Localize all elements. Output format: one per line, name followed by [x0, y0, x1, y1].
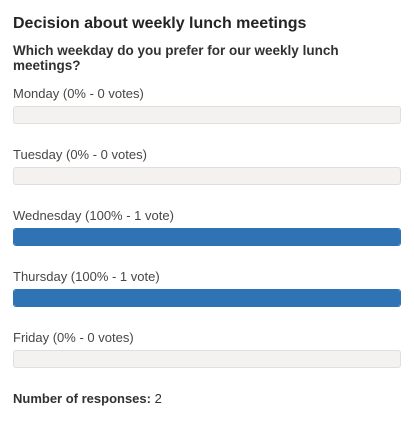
poll-option-label: Monday (0% - 0 votes) — [13, 86, 144, 101]
poll-option-bar-track — [13, 350, 401, 368]
poll-option-bar-fill — [14, 290, 400, 306]
poll-option-bar-fill — [14, 229, 400, 245]
response-count: Number of responses: 2 — [13, 391, 162, 407]
poll-option-bar-track — [13, 289, 401, 307]
poll-option-label: Wednesday (100% - 1 vote) — [13, 208, 174, 223]
poll-option-bar-track — [13, 106, 401, 124]
poll-option-wednesday: Wednesday (100% - 1 vote) — [13, 208, 401, 246]
poll-question: Which weekday do you prefer for our week… — [13, 43, 339, 73]
response-count-value: 2 — [154, 391, 162, 406]
poll-option-bar-track — [13, 228, 401, 246]
poll-option-friday: Friday (0% - 0 votes) — [13, 330, 401, 368]
poll-option-bar-track — [13, 167, 401, 185]
poll-option-label: Tuesday (0% - 0 votes) — [13, 147, 147, 162]
response-count-label: Number of responses: — [13, 391, 151, 406]
poll-option-tuesday: Tuesday (0% - 0 votes) — [13, 147, 401, 185]
poll-option-label: Thursday (100% - 1 vote) — [13, 269, 160, 284]
poll-option-label: Friday (0% - 0 votes) — [13, 330, 134, 345]
poll-option-monday: Monday (0% - 0 votes) — [13, 86, 401, 124]
poll-option-thursday: Thursday (100% - 1 vote) — [13, 269, 401, 307]
poll-title: Decision about weekly lunch meetings — [13, 15, 307, 32]
